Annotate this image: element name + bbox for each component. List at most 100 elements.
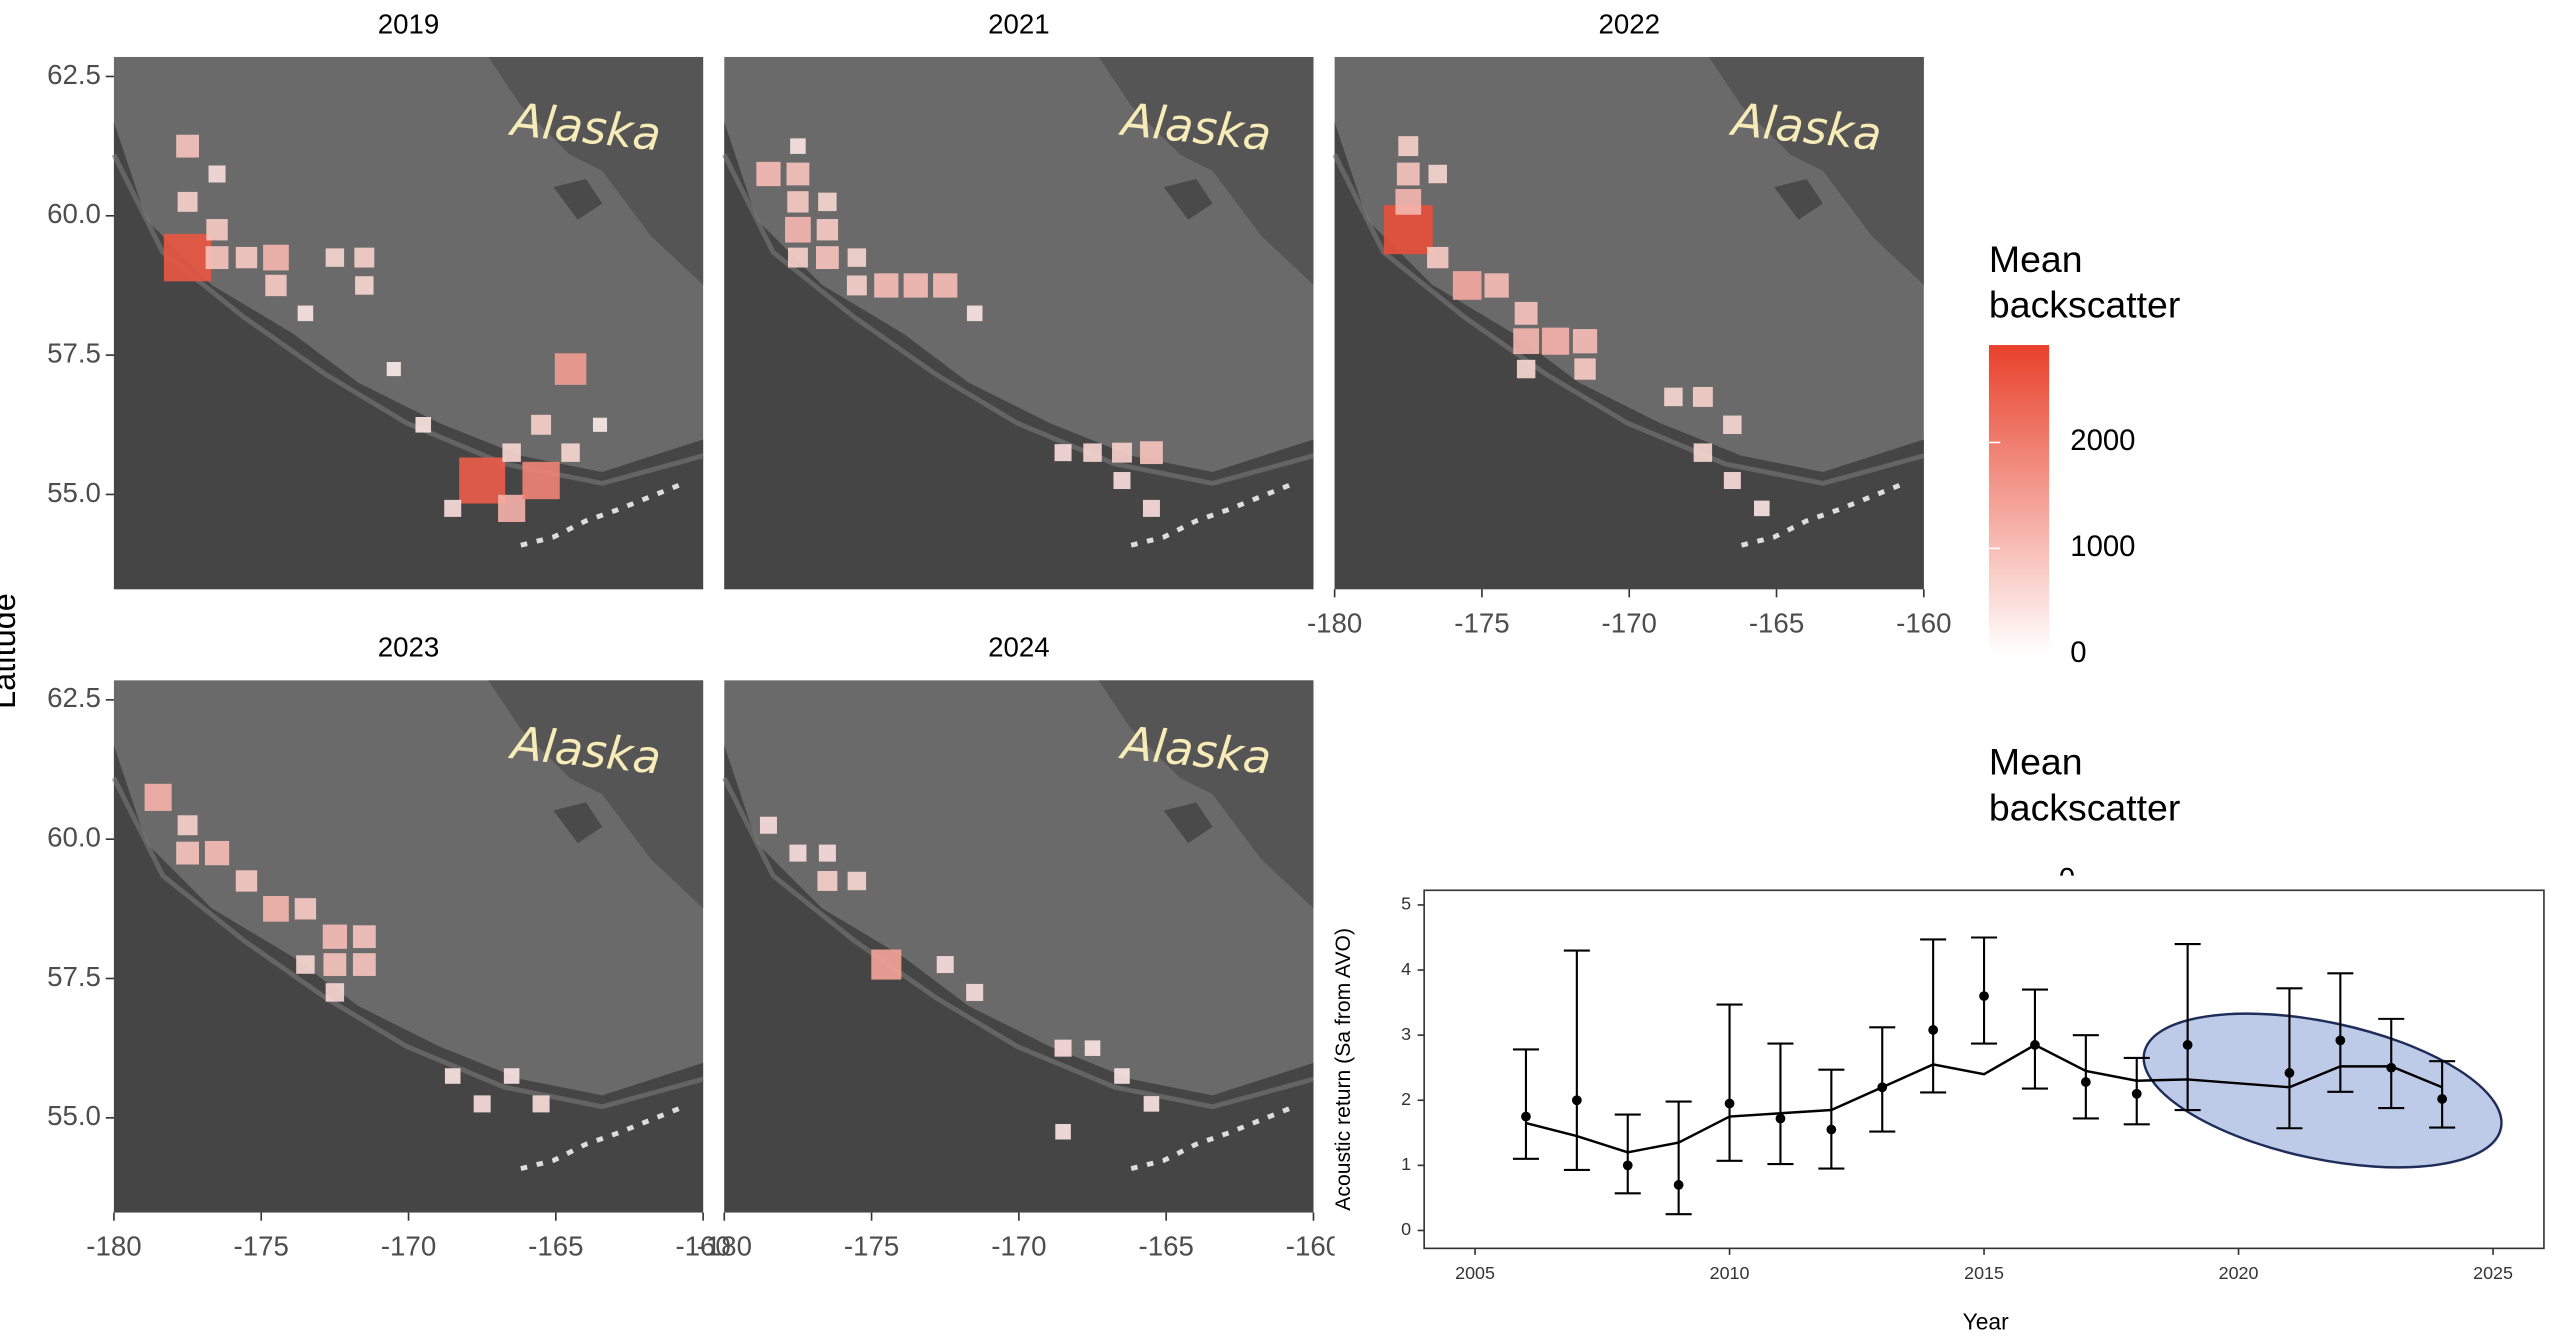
backscatter-cell	[756, 162, 780, 186]
figure: Latitude 2019Alaska55.057.560.062.5 2021 A…	[0, 0, 2552, 1341]
backscatter-cell	[1513, 328, 1539, 354]
data-point	[1623, 1160, 1633, 1170]
backscatter-cell	[555, 353, 587, 385]
backscatter-cell	[933, 273, 957, 297]
x-tick-label: -170	[991, 1231, 1046, 1262]
backscatter-cell	[1143, 500, 1160, 517]
data-point	[2335, 1035, 2345, 1045]
panel-title: 2023	[378, 632, 440, 663]
y-tick-label: 5	[1401, 894, 1411, 914]
backscatter-cell	[1429, 165, 1447, 183]
y-axis-label: Acoustic return (Sa from AVO)	[1332, 928, 1355, 1211]
panel-title: 2021	[988, 8, 1050, 39]
backscatter-cell	[1693, 387, 1713, 407]
backscatter-cell	[445, 1068, 461, 1084]
backscatter-cell	[816, 246, 839, 269]
backscatter-cell	[1395, 189, 1421, 215]
backscatter-cell	[1055, 1040, 1072, 1057]
map-panel: 2019Alaska55.057.560.062.5	[47, 8, 703, 589]
y-tick-label: 55.0	[47, 1100, 101, 1131]
backscatter-cell	[176, 842, 199, 865]
data-point	[1674, 1180, 1684, 1190]
data-point	[2081, 1077, 2091, 1087]
backscatter-cell	[787, 163, 810, 186]
data-point	[2437, 1094, 2447, 1104]
backscatter-cell	[818, 193, 836, 211]
backscatter-cell	[323, 925, 347, 949]
backscatter-cell	[323, 953, 346, 976]
backscatter-cell	[353, 925, 376, 948]
backscatter-cell	[1573, 329, 1597, 353]
backscatter-cell	[937, 956, 954, 973]
backscatter-cell	[531, 415, 551, 435]
map-panel: 2023Alaska55.057.560.062.5-180-175-170-1…	[47, 632, 731, 1262]
y-tick-label: 4	[1401, 959, 1411, 979]
backscatter-cell	[785, 217, 811, 243]
backscatter-cell	[847, 276, 867, 296]
x-tick-label: -165	[1138, 1231, 1193, 1262]
x-tick-label: -180	[1307, 607, 1362, 638]
data-point	[1979, 991, 1989, 1001]
backscatter-cell	[1664, 388, 1682, 406]
backscatter-cell	[1144, 1096, 1160, 1112]
backscatter-cell	[787, 191, 808, 212]
y-axis-label: Latitude	[0, 593, 22, 709]
backscatter-cell	[819, 845, 836, 862]
backscatter-cell	[1140, 441, 1163, 464]
backscatter-cell	[871, 950, 901, 980]
backscatter-cell	[1754, 501, 1770, 517]
backscatter-cell	[206, 246, 229, 269]
y-tick-label: 3	[1401, 1024, 1411, 1044]
y-tick-label: 62.5	[47, 682, 101, 713]
chart: Latitude 2019Alaska55.057.560.062.5 2021 A…	[0, 0, 2552, 1341]
backscatter-cell	[1515, 302, 1538, 325]
backscatter-cell	[848, 248, 866, 266]
data-point	[2285, 1068, 2295, 1078]
backscatter-cell	[1055, 1124, 1071, 1140]
backscatter-cell	[145, 784, 172, 811]
backscatter-cell	[504, 1068, 520, 1084]
data-point	[2386, 1063, 2396, 1073]
data-point	[2132, 1089, 2142, 1099]
backscatter-cell	[874, 273, 898, 297]
backscatter-cell	[176, 135, 199, 158]
y-tick-label: 57.5	[47, 961, 101, 992]
backscatter-cell	[353, 953, 376, 976]
backscatter-cell	[1112, 443, 1132, 463]
data-point	[1928, 1025, 1938, 1035]
backscatter-cell	[789, 845, 806, 862]
backscatter-cell	[1724, 472, 1741, 489]
backscatter-cell	[206, 219, 227, 240]
x-tick-label: -165	[1749, 607, 1804, 638]
data-point	[2183, 1040, 2193, 1050]
x-tick-label: -175	[1454, 607, 1509, 638]
x-tick-label: -170	[1602, 607, 1657, 638]
x-tick-label: -180	[86, 1231, 141, 1262]
backscatter-cell	[355, 276, 373, 294]
x-tick-label: -160	[1286, 1231, 1341, 1262]
backscatter-cell	[354, 248, 374, 268]
x-tick-label: -175	[844, 1231, 899, 1262]
data-point	[1826, 1125, 1836, 1135]
data-point	[1877, 1082, 1887, 1092]
backscatter-cell	[790, 138, 806, 154]
legend-title: Mean backscatter	[1989, 236, 2233, 327]
backscatter-cell	[1694, 443, 1712, 461]
map-panel: 2022Alaska-180-175-170-165-160	[1307, 8, 1952, 638]
y-tick-label: 60.0	[47, 821, 101, 852]
panel-title: 2019	[378, 8, 440, 39]
backscatter-cell	[1453, 271, 1482, 300]
backscatter-cell	[817, 871, 837, 891]
legend-tick-label: 1000	[2070, 530, 2135, 563]
backscatter-cell	[1113, 472, 1130, 489]
backscatter-cell	[178, 192, 198, 212]
backscatter-cell	[533, 1095, 550, 1112]
backscatter-cell	[561, 443, 579, 461]
backscatter-cell	[522, 462, 559, 499]
data-point	[1725, 1099, 1735, 1109]
y-tick-label: 55.0	[47, 477, 101, 508]
y-tick-label: 1	[1401, 1154, 1411, 1174]
backscatter-cell	[1574, 358, 1595, 379]
y-tick-label: 0	[1401, 1219, 1411, 1239]
backscatter-cell	[1055, 444, 1072, 461]
